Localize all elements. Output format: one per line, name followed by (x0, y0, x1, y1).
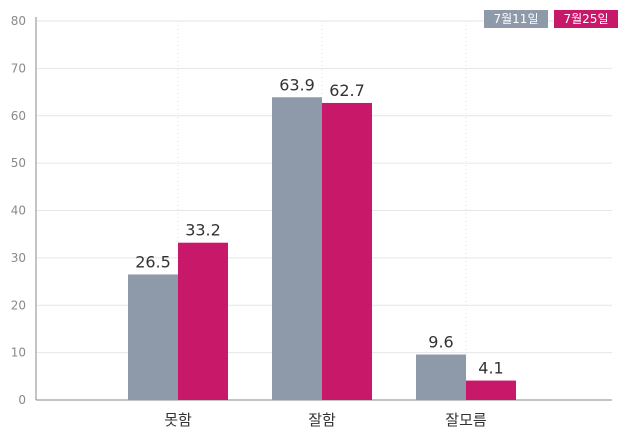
data-label: 62.7 (329, 81, 365, 100)
data-label: 9.6 (428, 333, 453, 352)
legend-swatch (484, 10, 548, 28)
legend-label: 7월25일 (564, 12, 609, 26)
data-labels: 26.5 63.9 9.6 33.2 62.7 4.1 (135, 75, 504, 377)
bar (272, 97, 322, 401)
y-tick-label: 10 (11, 346, 26, 360)
y-tick-label: 50 (11, 156, 26, 170)
x-tick-label: 잘모름 (445, 411, 487, 429)
data-label: 26.5 (135, 252, 171, 271)
data-label: 4.1 (478, 359, 503, 378)
x-tick-label: 잘함 (308, 411, 336, 429)
x-tick-label: 못함 (164, 411, 192, 429)
bar (416, 354, 466, 400)
bars (128, 97, 516, 401)
y-tick-label: 20 (11, 298, 26, 312)
data-label: 33.2 (185, 221, 221, 240)
legend-label: 7월11일 (494, 12, 539, 26)
y-tick-label: 80 (11, 14, 26, 28)
y-tick-label: 60 (11, 109, 26, 123)
legend-swatch (554, 10, 618, 28)
legend: 7월11일 7월25일 (484, 10, 618, 28)
y-tick-label: 40 (11, 204, 26, 218)
y-tick-label: 30 (11, 251, 26, 265)
y-tick-label: 0 (18, 393, 26, 407)
bar (128, 274, 178, 400)
data-label: 63.9 (279, 75, 315, 94)
y-tick-label: 70 (11, 61, 26, 75)
bar (322, 102, 372, 401)
bar (466, 380, 516, 400)
bar (178, 242, 228, 400)
